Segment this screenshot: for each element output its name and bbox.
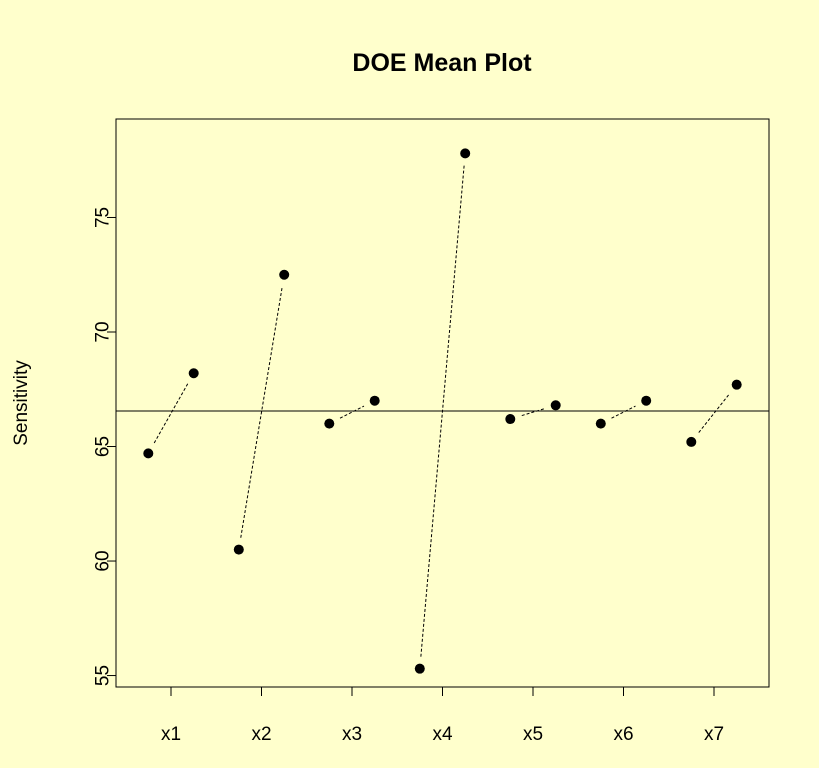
mean-point-x4-low bbox=[414, 663, 425, 674]
mean-line-x1 bbox=[153, 383, 189, 444]
x-tick-label: x2 bbox=[251, 724, 271, 745]
plot-frame bbox=[115, 118, 770, 688]
chart-title: DOE Mean Plot bbox=[352, 49, 532, 77]
mean-point-x2-high bbox=[279, 269, 290, 280]
mean-point-x1-low bbox=[143, 448, 154, 459]
x-tick-label: x1 bbox=[161, 724, 181, 745]
mean-point-x7-low bbox=[686, 436, 697, 447]
mean-point-x1-high bbox=[188, 368, 199, 379]
mean-point-x6-low bbox=[595, 418, 606, 429]
mean-point-x3-low bbox=[324, 418, 335, 429]
mean-line-x5 bbox=[521, 408, 545, 417]
x-tick-label: x3 bbox=[342, 724, 362, 745]
y-axis-label: Sensitivity bbox=[11, 360, 32, 446]
y-tick-label: 60 bbox=[93, 550, 114, 571]
mean-point-x6-high bbox=[641, 395, 652, 406]
y-tick-label: 70 bbox=[93, 321, 114, 342]
mean-point-x3-high bbox=[369, 395, 380, 406]
y-tick-label: 65 bbox=[93, 436, 114, 457]
chart-marks: 55 60 65 70 75 x1 x2 x3 x4 x5 x6 x7 bbox=[93, 148, 769, 745]
mean-point-x7-high bbox=[731, 379, 742, 390]
mean-line-x4 bbox=[420, 165, 465, 657]
mean-point-x5-low bbox=[505, 414, 516, 425]
mean-line-x7 bbox=[698, 393, 730, 433]
mean-point-x5-high bbox=[550, 400, 561, 411]
y-tick-label: 55 bbox=[93, 665, 114, 686]
mean-line-x2 bbox=[240, 286, 283, 538]
mean-line-x3 bbox=[339, 405, 365, 419]
x-tick-label: x6 bbox=[613, 724, 633, 745]
mean-point-x4-high bbox=[460, 148, 471, 159]
mean-line-x6 bbox=[611, 405, 636, 419]
y-tick-label: 75 bbox=[93, 207, 114, 228]
mean-point-x2-low bbox=[233, 544, 244, 555]
x-tick-label: x4 bbox=[432, 724, 453, 745]
x-tick-label: x5 bbox=[523, 724, 543, 745]
x-tick-label: x7 bbox=[704, 724, 724, 745]
